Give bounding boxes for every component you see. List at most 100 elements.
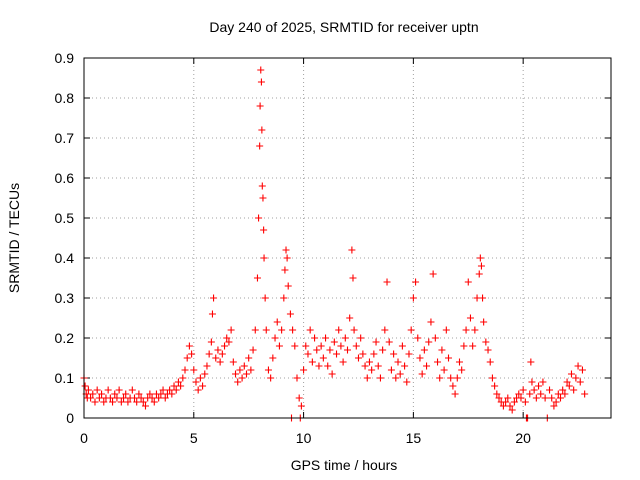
data-point bbox=[550, 402, 558, 410]
data-points bbox=[80, 66, 589, 422]
data-point bbox=[115, 386, 123, 394]
data-point bbox=[255, 214, 263, 222]
data-point bbox=[552, 398, 560, 406]
data-point bbox=[203, 362, 211, 370]
data-point bbox=[535, 382, 543, 390]
data-point bbox=[349, 274, 357, 282]
data-point bbox=[111, 390, 119, 398]
data-point bbox=[493, 390, 501, 398]
data-point bbox=[440, 366, 448, 374]
y-tick-label: 0.7 bbox=[55, 130, 75, 146]
data-point bbox=[546, 386, 554, 394]
data-point bbox=[311, 334, 319, 342]
data-point bbox=[574, 362, 582, 370]
x-axis-label: GPS time / hours bbox=[291, 457, 398, 473]
data-point bbox=[240, 362, 248, 370]
data-point bbox=[385, 338, 393, 346]
y-tick-label: 0.3 bbox=[55, 290, 75, 306]
data-point bbox=[464, 278, 472, 286]
data-point bbox=[284, 282, 292, 290]
data-point bbox=[409, 294, 417, 302]
data-point bbox=[249, 346, 257, 354]
data-point bbox=[146, 390, 154, 398]
data-point bbox=[423, 362, 431, 370]
data-point bbox=[315, 362, 323, 370]
data-point bbox=[155, 394, 163, 402]
data-point bbox=[135, 390, 143, 398]
y-tick-label: 0.5 bbox=[55, 210, 75, 226]
data-point bbox=[258, 126, 266, 134]
data-point bbox=[128, 386, 136, 394]
data-point bbox=[238, 374, 246, 382]
data-point bbox=[185, 342, 193, 350]
data-point bbox=[236, 366, 244, 374]
data-point bbox=[199, 382, 207, 390]
data-point bbox=[172, 386, 180, 394]
data-point bbox=[139, 398, 147, 406]
data-point bbox=[205, 350, 213, 358]
data-point bbox=[166, 386, 174, 394]
data-point bbox=[208, 310, 216, 318]
data-point bbox=[565, 382, 573, 390]
data-point bbox=[528, 378, 536, 386]
data-point bbox=[504, 394, 512, 402]
data-point bbox=[260, 254, 268, 262]
data-point bbox=[177, 382, 185, 390]
data-point bbox=[256, 142, 264, 150]
data-point bbox=[491, 382, 499, 390]
data-point bbox=[122, 390, 130, 398]
data-point bbox=[567, 370, 575, 378]
data-point bbox=[330, 338, 338, 346]
data-point bbox=[295, 394, 303, 402]
data-point bbox=[174, 378, 182, 386]
data-point bbox=[328, 370, 336, 378]
y-tick-label: 0.9 bbox=[55, 50, 75, 66]
data-point bbox=[258, 182, 266, 190]
data-point bbox=[148, 394, 156, 402]
data-point bbox=[570, 386, 578, 394]
data-point bbox=[273, 318, 281, 326]
y-tick-label: 0.4 bbox=[55, 250, 75, 266]
data-point bbox=[286, 310, 294, 318]
grid-layer bbox=[84, 58, 611, 418]
data-point bbox=[414, 334, 422, 342]
data-point bbox=[515, 390, 523, 398]
data-point bbox=[113, 394, 121, 402]
data-point bbox=[453, 374, 461, 382]
data-point bbox=[278, 326, 286, 334]
data-point bbox=[350, 326, 358, 334]
x-tick-label: 15 bbox=[406, 430, 422, 446]
data-point bbox=[348, 246, 356, 254]
data-point bbox=[486, 358, 494, 366]
data-point bbox=[521, 398, 529, 406]
data-point bbox=[398, 342, 406, 350]
data-point bbox=[484, 346, 492, 354]
data-point bbox=[141, 402, 149, 410]
data-point bbox=[572, 374, 580, 382]
data-point bbox=[537, 390, 545, 398]
data-point bbox=[502, 398, 510, 406]
data-point bbox=[281, 266, 289, 274]
data-point bbox=[449, 382, 457, 390]
data-point bbox=[526, 390, 534, 398]
data-point bbox=[297, 402, 305, 410]
x-tick-label: 20 bbox=[515, 430, 531, 446]
data-point bbox=[392, 374, 400, 382]
y-tick-label: 0.2 bbox=[55, 330, 75, 346]
data-point bbox=[282, 246, 290, 254]
data-point bbox=[214, 346, 222, 354]
data-point bbox=[227, 326, 235, 334]
data-point bbox=[346, 314, 354, 322]
data-point bbox=[150, 398, 158, 406]
data-point bbox=[559, 386, 567, 394]
data-point bbox=[257, 78, 265, 86]
data-point bbox=[576, 378, 584, 386]
data-point bbox=[98, 390, 106, 398]
data-point bbox=[471, 326, 479, 334]
data-point bbox=[532, 394, 540, 402]
data-point bbox=[479, 294, 487, 302]
data-point bbox=[383, 278, 391, 286]
data-point bbox=[289, 326, 297, 334]
data-point bbox=[324, 362, 332, 370]
